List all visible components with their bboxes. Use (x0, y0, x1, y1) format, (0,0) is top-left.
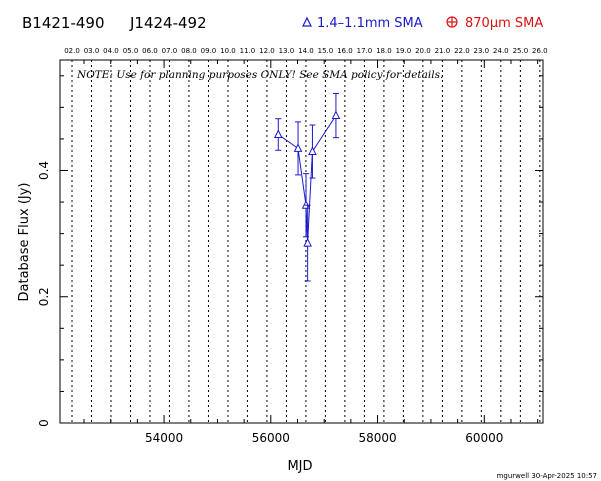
legend: 1.4–1.1mm SMA 870μm SMA (302, 16, 543, 31)
y-tick-label: 0 (37, 419, 51, 427)
plot-frame (59, 59, 544, 424)
footer-stamp: mgurwell 30-Apr-2025 10:57 (497, 472, 597, 480)
year-gridlines (71, 60, 541, 423)
x-axis-label: MJD (287, 459, 312, 474)
top-axis-year-label: 21.0 (435, 47, 451, 55)
y-axis-label: Database Flux (Jy) (17, 183, 32, 302)
data-point (273, 129, 283, 138)
legend-label-870: 870μm SMA (465, 16, 543, 31)
top-axis-year-label: 14.0 (298, 47, 314, 55)
top-axis-year-label: 20.0 (415, 47, 431, 55)
x-axis-ticks: 54000 56000 58000 60000 (83, 60, 539, 445)
source-name-primary: B1421-490 (22, 14, 105, 32)
series-mm (273, 92, 341, 282)
series-line (278, 115, 337, 244)
top-axis-year-label: 08.0 (181, 47, 197, 55)
source-name-alias: J1424-492 (129, 14, 207, 32)
top-axis-year-label: 09.0 (201, 47, 217, 55)
top-axis-year-label: 10.0 (220, 47, 236, 55)
planning-note: NOTE: Use for planning purposes ONLY! Se… (76, 69, 443, 81)
legend-item-circle: 870μm SMA (446, 16, 543, 31)
top-axis-year-label: 15.0 (318, 47, 334, 55)
triangle-marker-icon (302, 16, 312, 27)
top-axis-year-label: 02.0 (64, 47, 80, 55)
top-axis-year-label: 22.0 (454, 47, 470, 55)
data-point (308, 146, 317, 156)
data-point (331, 110, 341, 120)
top-axis-year-label: 23.0 (474, 47, 490, 55)
top-axis-year-label: 03.0 (84, 47, 100, 55)
legend-item-triangle: 1.4–1.1mm SMA (302, 16, 423, 31)
top-axis-year-label: 07.0 (162, 47, 178, 55)
top-axis-year-labels: 02.0 03.0 04.0 05.0 06.0 07.0 08.0 09.0 10.0 11.0… (64, 47, 547, 55)
data-point (303, 237, 312, 247)
legend-label-mm: 1.4–1.1mm SMA (317, 16, 423, 31)
data-point (293, 143, 303, 152)
top-axis-year-label: 06.0 (142, 47, 158, 55)
top-axis-year-label: 12.0 (259, 47, 275, 55)
top-axis-year-label: 18.0 (376, 47, 392, 55)
top-axis-year-label: 24.0 (493, 47, 509, 55)
y-tick-label: 0.4 (37, 161, 51, 180)
top-axis-year-label: 05.0 (123, 47, 139, 55)
top-axis-year-label: 16.0 (337, 47, 353, 55)
top-axis-year-label: 13.0 (279, 47, 295, 55)
x-tick-label: 60000 (465, 431, 503, 445)
top-axis-year-label: 04.0 (103, 47, 119, 55)
top-axis-year-label: 19.0 (396, 47, 412, 55)
top-axis-year-label: 11.0 (240, 47, 256, 55)
top-axis-year-label: 25.0 (513, 47, 529, 55)
x-tick-label: 54000 (145, 431, 183, 445)
x-tick-label: 58000 (358, 431, 396, 445)
top-axis-year-label: 17.0 (357, 47, 373, 55)
y-axis-ticks: 0 0.2 0.4 (37, 75, 543, 427)
y-tick-label: 0.2 (37, 287, 51, 306)
top-axis-year-label: 26.0 (532, 47, 548, 55)
x-tick-label: 56000 (252, 431, 290, 445)
